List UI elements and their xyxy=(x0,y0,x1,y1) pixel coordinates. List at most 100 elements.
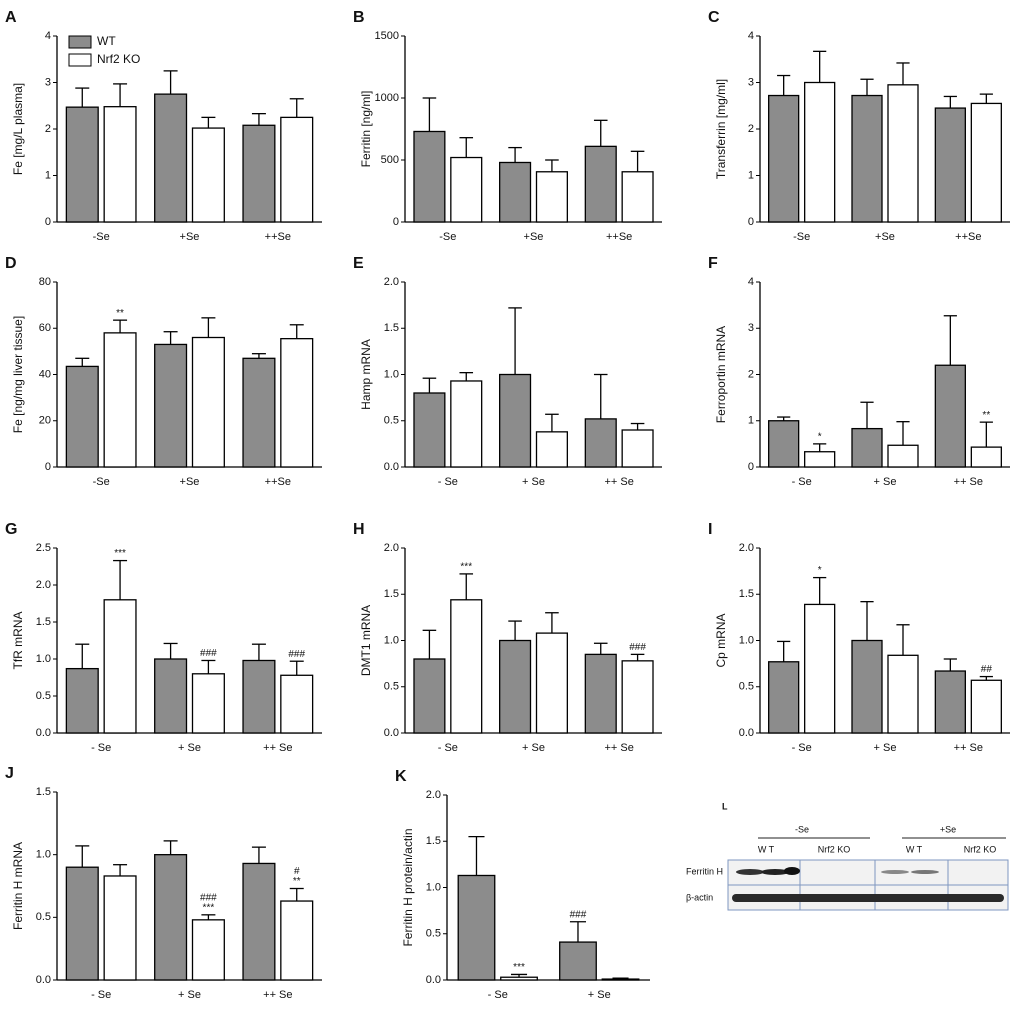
band xyxy=(736,869,764,875)
bar xyxy=(585,146,616,222)
bar xyxy=(500,641,531,734)
group-label: +Se xyxy=(940,824,956,834)
y-tick-label: 3 xyxy=(748,76,754,88)
bar xyxy=(971,103,1001,222)
lane-label: Nrf2 KO xyxy=(964,844,997,854)
bar xyxy=(243,660,275,733)
y-tick-label: 40 xyxy=(39,368,51,380)
y-tick-label: 0.5 xyxy=(36,911,51,923)
bar xyxy=(805,452,835,467)
panel-letter: K xyxy=(395,768,407,785)
y-axis-label: Hamp mRNA xyxy=(359,339,373,410)
y-tick-label: 2.0 xyxy=(426,789,441,801)
significance: ** xyxy=(293,876,301,887)
significance: ### xyxy=(629,642,646,653)
x-tick-label: + Se xyxy=(522,476,545,488)
bar xyxy=(243,358,275,467)
y-axis-label: Ferritin H mRNA xyxy=(11,842,25,930)
lane-label: Nrf2 KO xyxy=(818,844,851,854)
legend-swatch xyxy=(69,54,91,66)
y-tick-label: 1.5 xyxy=(36,786,51,798)
significance: *** xyxy=(513,962,525,973)
bar xyxy=(281,901,313,980)
western-blot: L -Se +Se W T Nrf2 KO W T Nrf2 KO Ferrit… xyxy=(686,801,1008,910)
y-tick-label: 1 xyxy=(45,169,51,181)
y-tick-label: 0.5 xyxy=(384,681,399,693)
figure: L -Se +Se W T Nrf2 KO W T Nrf2 KO Ferrit… xyxy=(0,0,1017,1004)
bar xyxy=(281,117,313,222)
bar xyxy=(560,942,597,980)
bar xyxy=(414,131,445,222)
bar xyxy=(971,447,1001,467)
bar xyxy=(769,662,799,733)
y-tick-label: 2 xyxy=(748,368,754,380)
y-tick-label: 0.5 xyxy=(739,681,754,693)
y-tick-label: 0.0 xyxy=(384,727,399,739)
y-tick-label: 1.5 xyxy=(426,835,441,847)
bar xyxy=(935,108,965,222)
row-label: Ferritin H xyxy=(686,866,723,876)
y-axis-label: Ferritin [ng/ml] xyxy=(359,91,373,168)
significance: * xyxy=(818,432,822,443)
y-tick-label: 1.0 xyxy=(36,653,51,665)
x-tick-label: + Se xyxy=(874,742,897,754)
y-tick-label: 1000 xyxy=(375,92,399,104)
y-tick-label: 0 xyxy=(393,216,399,228)
panel-letter: C xyxy=(708,9,720,26)
y-axis-label: Fe [ng/mg liver tissue] xyxy=(11,316,25,433)
x-tick-label: ++Se xyxy=(265,476,291,488)
x-tick-label: ++ Se xyxy=(263,989,292,1001)
x-tick-label: ++ Se xyxy=(263,742,292,754)
legend-label: Nrf2 KO xyxy=(97,52,140,66)
bar xyxy=(852,641,882,734)
y-tick-label: 2.0 xyxy=(384,542,399,554)
x-tick-label: + Se xyxy=(522,742,545,754)
bar xyxy=(451,600,482,733)
x-tick-label: + Se xyxy=(178,989,201,1001)
panel-letter: L xyxy=(722,801,728,811)
panel-letter: B xyxy=(353,9,365,26)
x-tick-label: - Se xyxy=(438,742,458,754)
bar xyxy=(888,445,918,467)
y-tick-label: 1.0 xyxy=(384,368,399,380)
x-tick-label: -Se xyxy=(439,231,456,243)
x-tick-label: - Se xyxy=(91,989,111,1001)
bar xyxy=(537,633,568,733)
y-tick-label: 1500 xyxy=(375,30,399,42)
bar xyxy=(602,979,639,980)
y-tick-label: 4 xyxy=(45,30,51,42)
y-tick-label: 3 xyxy=(45,76,51,88)
bar xyxy=(622,172,653,222)
y-tick-label: 0.0 xyxy=(36,974,51,986)
lane-label: W T xyxy=(906,844,923,854)
significance: * xyxy=(818,565,822,576)
bar xyxy=(852,96,882,222)
x-tick-label: ++Se xyxy=(955,231,981,243)
band xyxy=(881,870,909,874)
bar xyxy=(888,655,918,733)
bar xyxy=(888,85,918,222)
x-tick-label: ++ Se xyxy=(954,742,983,754)
y-tick-label: 0.5 xyxy=(36,690,51,702)
y-tick-label: 2 xyxy=(45,123,51,135)
bar xyxy=(414,659,445,733)
bar xyxy=(193,128,225,222)
significance: ## xyxy=(981,664,993,675)
bar xyxy=(585,419,616,467)
bar xyxy=(281,339,313,467)
y-tick-label: 3 xyxy=(748,322,754,334)
bar xyxy=(451,381,482,467)
bar xyxy=(537,432,568,467)
x-tick-label: +Se xyxy=(875,231,895,243)
y-tick-label: 0 xyxy=(748,461,754,473)
y-tick-label: 4 xyxy=(748,30,754,42)
bar xyxy=(537,172,568,222)
panel-letter: A xyxy=(5,9,17,26)
y-tick-label: 1.5 xyxy=(36,616,51,628)
bar xyxy=(243,125,275,222)
bar xyxy=(769,421,799,467)
y-tick-label: 1.5 xyxy=(384,588,399,600)
significance: ### xyxy=(570,909,587,920)
y-tick-label: 1.5 xyxy=(384,322,399,334)
lane-label: W T xyxy=(758,844,775,854)
